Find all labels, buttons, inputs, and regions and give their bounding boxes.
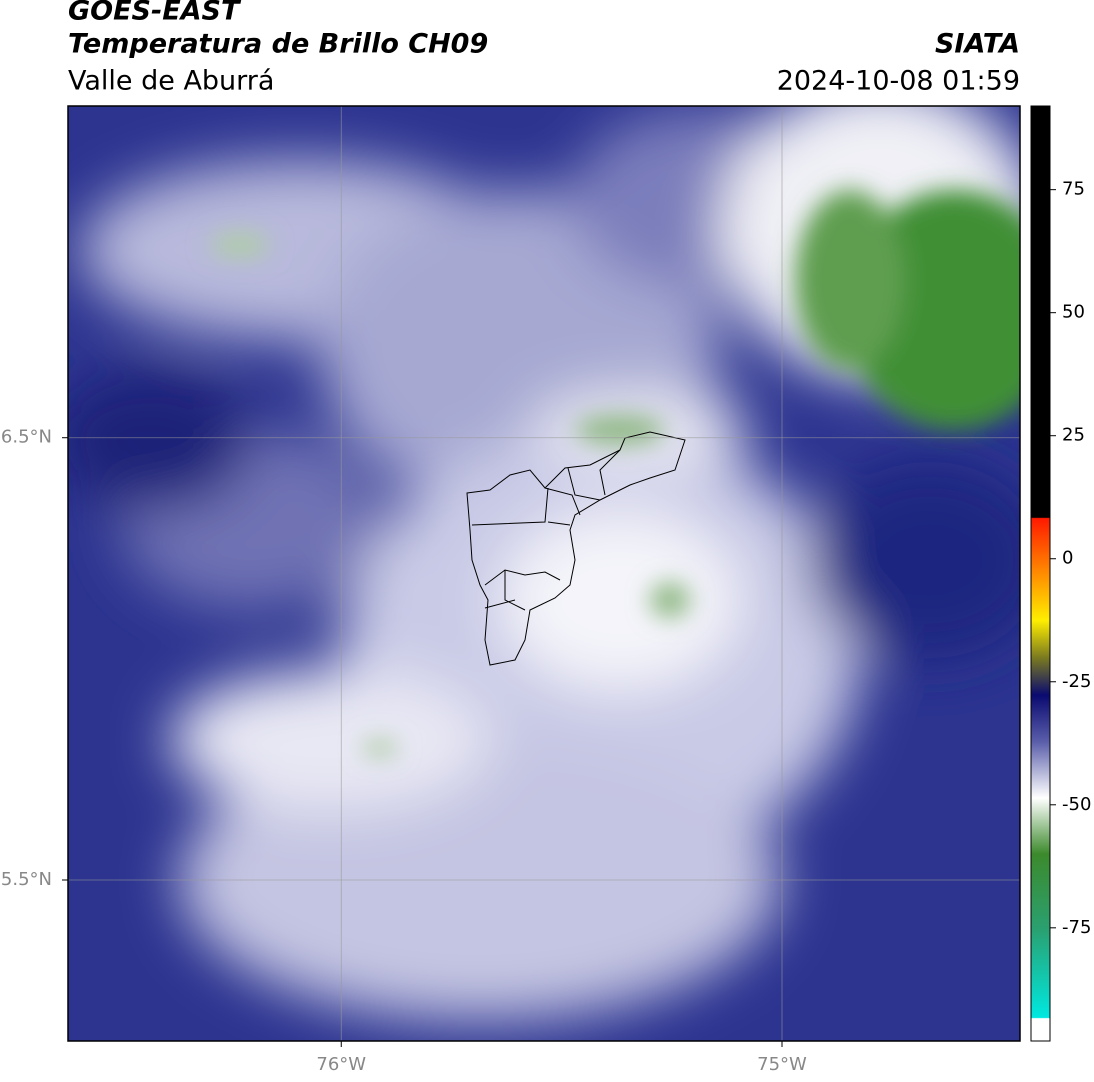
y-tick-label: 5.5°N xyxy=(1,869,52,890)
x-tick-label: 75°W xyxy=(757,1054,807,1075)
colorbar-tick-label: 25 xyxy=(1062,425,1085,446)
satellite-image xyxy=(68,106,1020,1041)
title: GOES-EAST xyxy=(68,0,242,27)
colorbar-tick-label: -25 xyxy=(1062,671,1091,692)
colorbar-tick-label: 0 xyxy=(1062,548,1073,569)
colorbar-tick-label: -50 xyxy=(1062,794,1091,815)
valley-outline xyxy=(466,431,686,666)
map-frame xyxy=(67,105,1021,1042)
graticule xyxy=(68,106,1020,1041)
x-tick-label: 76°W xyxy=(316,1054,366,1075)
colorbar-tick-label: 50 xyxy=(1062,302,1085,323)
subtitle: Temperatura de Brillo CH09 xyxy=(68,29,488,60)
colorbar-tick-label: -75 xyxy=(1062,917,1091,938)
datetime: 2024-10-08 01:59 xyxy=(777,66,1020,97)
y-tick-label: 6.5°N xyxy=(1,427,52,448)
source: SIATA xyxy=(935,29,1020,60)
colorbar-tick-label: 75 xyxy=(1062,179,1085,200)
region: Valle de Aburrá xyxy=(68,66,274,97)
colorbar xyxy=(1030,105,1051,1042)
